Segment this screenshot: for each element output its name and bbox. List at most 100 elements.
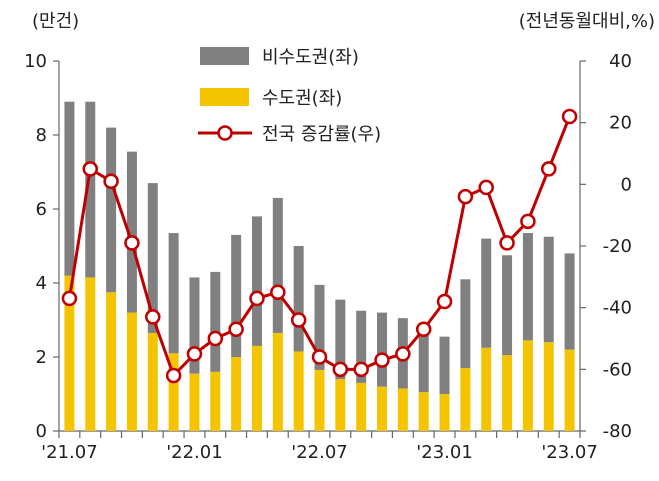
bar-nonmetro	[356, 310, 367, 383]
rate-point	[332, 361, 349, 378]
x-tick-label: '23.07	[541, 442, 597, 463]
right-tick-label: 20	[609, 113, 632, 134]
left-axis-unit: (만건)	[32, 11, 79, 32]
bar-metro	[147, 332, 158, 431]
left-tick-label: 4	[36, 273, 47, 294]
bar-metro	[64, 275, 75, 431]
left-tick-label: 10	[24, 51, 47, 72]
rate-point	[499, 235, 515, 251]
bar-metro	[189, 373, 200, 431]
bar-metro	[210, 371, 221, 431]
bar-nonmetro	[543, 236, 554, 343]
x-axis-ticks: '21.07 '22.01 '22.07 '23.01 '23.07	[41, 431, 598, 463]
rate-point	[374, 352, 390, 368]
left-tick-label: 8	[36, 125, 47, 146]
bar-metro	[168, 353, 179, 431]
bar-metro	[272, 332, 283, 431]
rate-point	[436, 293, 453, 310]
bar-metro	[522, 340, 533, 431]
rate-point	[353, 361, 369, 378]
rate-point	[290, 312, 307, 328]
bar-nonmetro	[335, 299, 346, 380]
rate-point	[228, 321, 244, 337]
right-axis-ticks: -80 -60 -40 -20 0 20 40	[580, 51, 632, 442]
bar-metro	[418, 392, 429, 431]
bar-metro	[460, 368, 471, 431]
legend-swatch-marker	[217, 125, 233, 141]
rate-point	[561, 108, 578, 125]
bar-nonmetro	[231, 234, 242, 357]
rate-point	[207, 330, 224, 347]
rate-point	[165, 367, 182, 384]
bar-nonmetro	[147, 183, 158, 333]
bar-metro	[335, 379, 346, 431]
x-tick-label: '22.01	[166, 442, 222, 463]
bar-metro	[439, 394, 450, 431]
rate-point	[186, 346, 203, 362]
bar-metro	[564, 349, 575, 431]
rate-point	[270, 284, 286, 300]
bar-metro	[502, 355, 513, 431]
x-tick-label: '22.07	[291, 442, 347, 463]
rate-point	[540, 161, 557, 177]
bar-metro	[231, 357, 242, 431]
bar-nonmetro	[418, 334, 429, 393]
bar-nonmetro	[439, 336, 450, 394]
left-tick-label: 0	[36, 421, 47, 442]
bar-metro	[377, 386, 388, 431]
x-tick-label: '21.07	[41, 442, 97, 463]
rate-line-layer	[61, 108, 578, 384]
bar-nonmetro	[210, 271, 221, 372]
bar-metro	[293, 351, 304, 431]
bar-nonmetro	[64, 101, 75, 276]
bar-nonmetro	[251, 216, 262, 346]
bar-nonmetro	[314, 284, 325, 370]
right-tick-label: -80	[603, 421, 632, 442]
right-tick-label: 0	[621, 174, 632, 195]
bars	[64, 101, 575, 431]
bar-nonmetro	[377, 312, 388, 387]
legend-label-rate: 전국 증감률(우)	[262, 124, 381, 145]
bar-nonmetro	[522, 233, 533, 341]
rate-point	[61, 290, 78, 307]
bar-metro	[397, 388, 408, 431]
bar-metro	[126, 312, 137, 431]
bar-nonmetro	[106, 127, 117, 293]
rate-point	[249, 290, 265, 307]
legend-label-metro: 수도권(좌)	[262, 88, 342, 109]
bar-nonmetro	[564, 253, 575, 350]
rate-point	[124, 235, 140, 251]
left-axis-ticks: 0 2 4 6 8 10	[24, 51, 59, 442]
rate-point	[457, 188, 474, 205]
right-tick-label: -20	[603, 236, 632, 257]
bar-nonmetro	[460, 279, 471, 369]
bar-metro	[356, 382, 367, 431]
legend: 비수도권(좌) 수도권(좌) 전국 증감률(우)	[198, 47, 381, 145]
bar-nonmetro	[189, 277, 200, 374]
bar-metro	[543, 342, 554, 431]
right-axis-unit: (전년동월대비,%)	[519, 11, 655, 32]
right-tick-label: -60	[603, 359, 632, 380]
bar-nonmetro	[293, 246, 304, 352]
rate-point	[478, 179, 494, 196]
bar-metro	[251, 345, 262, 431]
bar-nonmetro	[126, 151, 137, 313]
legend-label-nonmetro: 비수도권(좌)	[262, 47, 359, 68]
rate-point	[415, 321, 432, 337]
rate-point	[103, 173, 119, 189]
legend-swatch-nonmetro	[200, 47, 249, 65]
right-tick-label: -40	[603, 298, 632, 319]
rate-point	[395, 346, 411, 362]
right-tick-label: 40	[609, 51, 632, 72]
bar-nonmetro	[272, 197, 283, 333]
x-tick-label: '23.01	[416, 442, 472, 463]
legend-swatch-metro	[200, 88, 249, 106]
rate-point	[311, 349, 328, 365]
bar-nonmetro	[481, 238, 492, 348]
bar-metro	[106, 292, 117, 431]
rate-point	[520, 213, 536, 230]
bar-metro	[481, 347, 492, 431]
bar-nonmetro	[168, 233, 179, 354]
left-tick-label: 6	[36, 199, 47, 220]
